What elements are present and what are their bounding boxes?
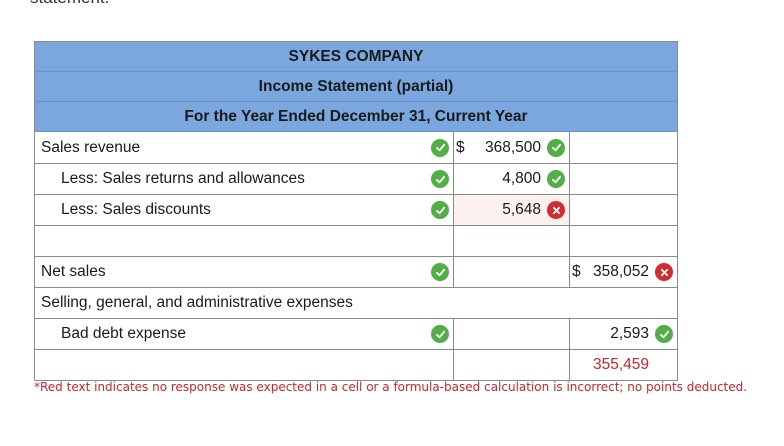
amount-input-col1[interactable] (453, 226, 570, 256)
amount-input-col2[interactable]: $ 358,052 (570, 257, 677, 287)
row-label-input[interactable]: Bad debt expense (61, 325, 186, 342)
row-label-input[interactable]: Less: Sales discounts (61, 201, 211, 218)
table-row: Selling, general, and administrative exp… (35, 287, 677, 318)
check-icon (547, 170, 565, 188)
table-row: Bad debt expense 2,593 (35, 318, 677, 349)
period-title: For the Year Ended December 31, Current … (35, 102, 677, 132)
amount-input-col1[interactable]: 5,648 (453, 195, 570, 225)
amount-input-col2[interactable]: 2,593 (570, 319, 677, 349)
x-icon (655, 263, 673, 281)
table-row: Less: Sales discounts 5,648 (35, 194, 677, 225)
check-icon (431, 170, 449, 188)
table-row: Less: Sales returns and allowances 4,800 (35, 163, 677, 194)
check-icon (431, 201, 449, 219)
table-row: 355,459 (35, 349, 677, 380)
footnote: *Red text indicates no response was expe… (34, 380, 748, 394)
amount-input-col1[interactable] (453, 319, 570, 349)
check-icon (431, 138, 449, 157)
cropped-text-fragment: statement. (30, 0, 109, 8)
row-label-input[interactable] (35, 350, 421, 380)
check-icon (547, 138, 565, 157)
table-row: Sales revenue $ 368,500 (35, 132, 677, 163)
income-statement-table: SYKES COMPANY Income Statement (partial)… (34, 41, 678, 381)
amount-input-col2[interactable] (570, 195, 677, 225)
row-label: Selling, general, and administrative exp… (41, 294, 353, 311)
row-label-input[interactable]: Sales revenue (41, 138, 141, 156)
amount-input-col2[interactable] (570, 132, 677, 163)
amount-input-col1[interactable]: $ 368,500 (453, 132, 570, 163)
company-title: SYKES COMPANY (35, 42, 677, 72)
row-label-input[interactable]: Net sales (41, 263, 106, 280)
amount-input-col1[interactable] (453, 350, 570, 380)
table-row (35, 225, 677, 256)
check-icon (431, 325, 449, 343)
check-icon (431, 263, 449, 281)
amount-input-col1[interactable] (453, 257, 570, 287)
check-icon (655, 325, 673, 343)
amount-input-col2[interactable] (570, 164, 677, 194)
table-row: Net sales $ 358,052 (35, 256, 677, 287)
amount-input-col1[interactable]: 4,800 (453, 164, 570, 194)
row-label-input[interactable]: Less: Sales returns and allowances (61, 170, 305, 187)
x-icon (547, 201, 565, 219)
row-label-input[interactable] (35, 226, 421, 256)
calculated-total: 355,459 (592, 356, 649, 373)
statement-title: Income Statement (partial) (35, 72, 677, 102)
amount-input-col2[interactable] (570, 226, 677, 256)
